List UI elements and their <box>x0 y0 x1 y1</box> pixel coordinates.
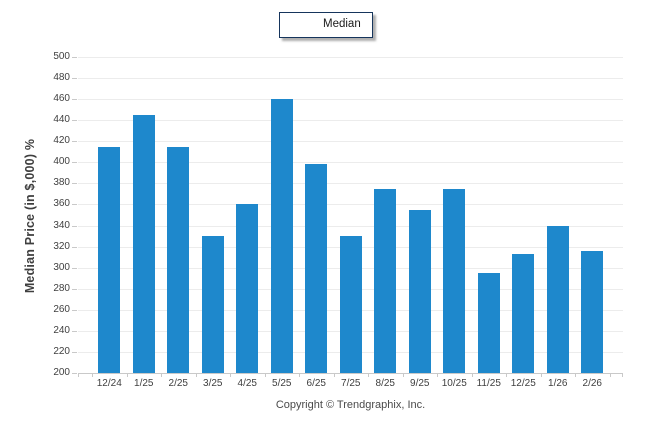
x-axis-tick <box>195 373 197 377</box>
y-tick-label: 440 <box>53 114 70 126</box>
x-tick-label: 2/25 <box>168 378 188 389</box>
x-tick-label: 12/24 <box>96 378 122 389</box>
bar-9-25 <box>408 209 431 373</box>
y-tick-label: 460 <box>53 93 70 105</box>
y-axis-tick <box>72 309 77 311</box>
x-tick-label: 9/25 <box>410 378 430 389</box>
plot-area <box>78 57 623 377</box>
x-tick-label: 7/25 <box>341 378 361 389</box>
bar-4-25 <box>236 204 259 373</box>
gridline <box>78 373 623 374</box>
gridline <box>78 99 623 101</box>
gridline <box>78 162 623 164</box>
y-axis-tick <box>72 141 77 143</box>
legend[interactable]: Median <box>279 12 373 38</box>
copyright-text: Copyright © Trendgraphix, Inc. <box>275 399 426 411</box>
x-tick-label: 8/25 <box>375 378 395 389</box>
y-tick-label: 500 <box>53 51 70 62</box>
x-axis-tick <box>299 373 300 377</box>
gridline <box>78 204 623 206</box>
y-tick-label: 320 <box>53 240 70 252</box>
bar-3-25 <box>201 236 224 373</box>
gridline <box>78 78 623 80</box>
x-tick-label: 11/25 <box>476 378 501 389</box>
bar-5-25 <box>270 99 293 373</box>
bar-10-25 <box>443 188 466 373</box>
y-tick-label: 280 <box>53 282 70 294</box>
x-axis-tick <box>437 373 438 377</box>
x-tick-label: 1/25 <box>134 378 154 389</box>
x-axis-tick <box>230 373 231 377</box>
bar-11-25 <box>477 272 500 373</box>
y-axis-tick <box>72 225 77 227</box>
y-axis-tick <box>72 78 77 80</box>
x-axis-tick <box>78 373 79 377</box>
x-axis-tick <box>622 373 623 377</box>
bar-1-25 <box>132 114 155 373</box>
y-axis-tick <box>72 99 77 101</box>
x-axis-tick <box>609 373 611 377</box>
bar-6-25 <box>305 164 328 373</box>
gridline <box>78 57 623 58</box>
y-tick-label: 340 <box>53 219 70 231</box>
x-tick-label: 5/25 <box>272 378 292 389</box>
y-tick-label: 380 <box>53 177 70 189</box>
y-tick-label: 200 <box>53 367 70 378</box>
x-axis-tick <box>540 373 542 377</box>
bar-8-25 <box>374 188 397 373</box>
legend-swatch-icon <box>291 19 315 31</box>
y-tick-label: 240 <box>53 324 70 336</box>
x-axis-tick <box>161 373 162 377</box>
bar-1-26 <box>546 225 569 373</box>
y-axis-tick <box>72 162 77 164</box>
x-tick-label: 2/26 <box>582 378 602 389</box>
y-axis-tick <box>72 183 77 185</box>
x-tick-label: 12/25 <box>510 378 536 389</box>
bar-12-24 <box>98 146 121 373</box>
y-axis-tick <box>72 204 77 206</box>
y-axis-tick <box>72 57 77 58</box>
x-tick-label: 1/26 <box>548 378 568 389</box>
y-tick-label: 420 <box>53 135 70 147</box>
x-axis-tick <box>126 373 128 377</box>
y-axis-tick <box>72 246 77 248</box>
y-axis-tick <box>72 288 77 290</box>
y-axis-tick <box>72 373 77 374</box>
bar-2-26 <box>581 250 604 373</box>
y-tick-label: 400 <box>53 156 70 168</box>
x-axis-tick <box>402 373 404 377</box>
y-axis-tick <box>72 120 77 122</box>
y-axis-tick <box>72 267 77 269</box>
bar-7-25 <box>339 236 362 373</box>
y-axis-tick <box>72 330 77 332</box>
gridline <box>78 225 623 227</box>
gridline <box>78 141 623 143</box>
x-axis-tick <box>471 373 473 377</box>
legend-label: Median <box>323 18 361 31</box>
x-axis-tick <box>264 373 266 377</box>
y-tick-label: 300 <box>53 261 70 273</box>
x-axis-tick <box>506 373 507 377</box>
y-tick-label: 220 <box>53 345 70 357</box>
x-tick-label: 4/25 <box>237 378 257 389</box>
bar-2-25 <box>167 146 190 373</box>
y-tick-label: 360 <box>53 198 70 210</box>
x-tick-label: 3/25 <box>203 378 223 389</box>
x-tick-label: 6/25 <box>306 378 326 389</box>
y-tick-labels: 500 480 460 440 420 400 380 360 340 320 300 280 260 2… <box>0 52 77 378</box>
gridline <box>78 183 623 185</box>
x-axis-tick <box>92 373 93 377</box>
y-tick-label: 260 <box>53 303 70 315</box>
x-axis-tick <box>333 373 335 377</box>
x-axis-tick <box>368 373 369 377</box>
x-tick-labels: 12/24 1/25 2/25 3/25 4/25 5/25 6/25 7/25 8/25 9/2… <box>78 378 623 392</box>
x-tick-label: 10/25 <box>441 378 467 389</box>
bar-12-25 <box>512 253 535 373</box>
gridline <box>78 120 623 122</box>
x-axis-tick <box>575 373 576 377</box>
y-tick-label: 480 <box>53 72 70 84</box>
y-axis-tick <box>72 351 77 353</box>
